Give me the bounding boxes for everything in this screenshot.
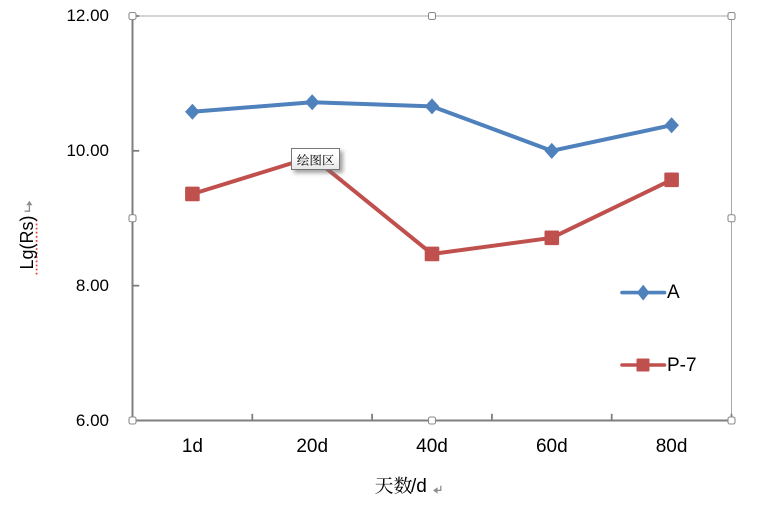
selection-handle[interactable]	[727, 11, 736, 21]
tooltip-text: 绘图区	[292, 149, 339, 169]
selection-handle[interactable]	[128, 11, 137, 21]
plot-area-tooltip: 绘图区	[291, 148, 340, 170]
legend-label-a[interactable]: A	[667, 282, 680, 303]
y-axis-label: 10.00	[66, 140, 109, 160]
series-A-marker-60d[interactable]	[544, 142, 560, 159]
y-axis-label: 12.00	[66, 6, 109, 25]
x-axis-label: 40d	[416, 436, 448, 457]
x-axis-title-cjk-glyphs	[375, 476, 413, 495]
selection-handle[interactable]	[427, 11, 437, 21]
series-A-marker-40d[interactable]	[424, 98, 440, 115]
x-title-return-icon	[433, 485, 442, 494]
legend-diamond-icon	[636, 284, 650, 301]
series-P-7-marker-40d[interactable]	[424, 246, 440, 262]
x-axis-label: 80d	[655, 436, 688, 457]
series-P-7-marker-60d[interactable]	[544, 230, 560, 246]
series-P-7-marker-1d[interactable]	[185, 186, 200, 202]
series-A-marker-80d[interactable]	[664, 117, 679, 134]
legend-marker-series-p7[interactable]	[620, 358, 667, 372]
legend-label-p7[interactable]: P-7	[667, 354, 697, 376]
series-P-7-marker-80d[interactable]	[664, 172, 679, 188]
series-P-7-line[interactable]	[190, 154, 674, 256]
selection-handle[interactable]	[427, 416, 437, 425]
series-A-marker-1d[interactable]	[185, 103, 200, 120]
x-axis-title-latin-part[interactable]: /d	[411, 476, 427, 497]
selection-handle[interactable]	[128, 214, 137, 223]
series-group	[185, 94, 679, 262]
series-A-marker-20d[interactable]	[304, 94, 320, 111]
selection-handles	[128, 11, 736, 425]
selection-handle[interactable]	[727, 214, 736, 223]
return-marks	[24, 200, 442, 494]
y-axis-label: 8.00	[75, 275, 109, 295]
x-axis-label: 1d	[181, 436, 203, 457]
x-axis-label: 60d	[535, 436, 568, 457]
y-axis-title[interactable]: Lg(Rs)	[17, 215, 37, 270]
y-title-return-icon	[24, 200, 33, 212]
legend-square-icon	[636, 358, 650, 372]
selection-handle[interactable]	[128, 416, 137, 425]
legend-marker-series-a[interactable]	[620, 284, 667, 301]
x-axis-label: 20d	[296, 436, 329, 457]
y-axis-label: 6.00	[75, 410, 109, 430]
selection-handle[interactable]	[727, 416, 736, 425]
